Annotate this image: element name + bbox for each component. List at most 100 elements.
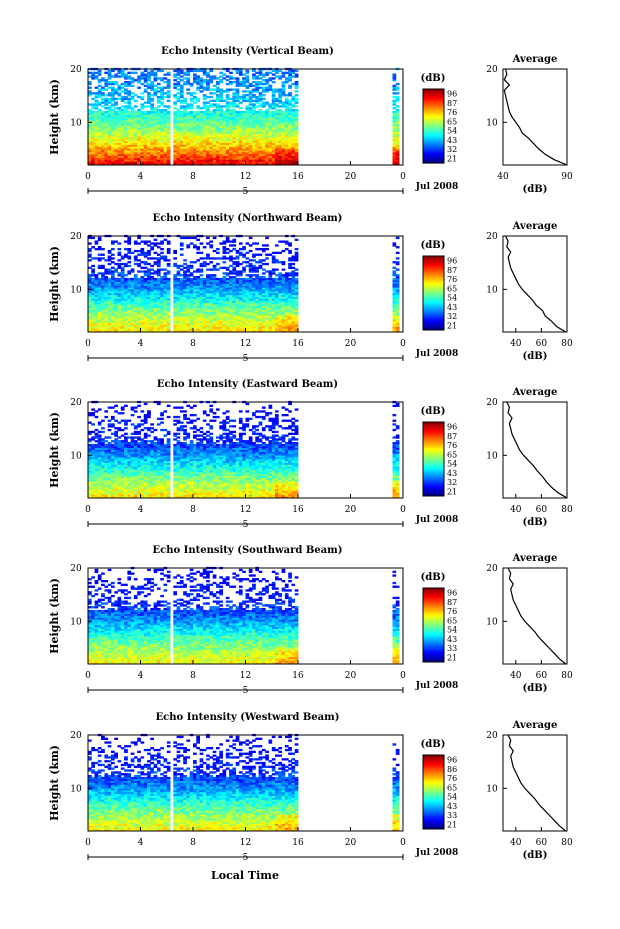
heatmap-cell [219, 123, 223, 127]
heatmap-cell [130, 148, 135, 151]
heatmap-cell [248, 116, 253, 119]
heatmap-cell [202, 86, 207, 89]
heatmap-cell [176, 82, 181, 86]
heatmap-cell [206, 107, 210, 110]
heatmap-cell [143, 77, 148, 80]
heatmap-cell [255, 82, 259, 86]
heatmap-cell [127, 255, 132, 258]
heatmap-cell [229, 249, 233, 253]
heatmap-cell [104, 289, 109, 292]
heatmap-cell [88, 255, 92, 258]
heatmap-cell [111, 315, 115, 318]
heatmap-cell [225, 110, 230, 114]
heatmap-cell [140, 120, 145, 123]
heatmap-cell [229, 270, 233, 273]
heatmap-cell [288, 129, 292, 132]
heatmap-cell [117, 125, 122, 129]
heatmap-cell [196, 142, 200, 145]
colorbar-swatch [423, 94, 444, 97]
heatmap-cell [216, 277, 220, 281]
heatmap-cell [216, 109, 220, 112]
heatmap-cell [101, 304, 105, 307]
heatmap-cell [199, 127, 204, 130]
colorbar-swatch [423, 133, 444, 136]
heatmap-cell [278, 77, 282, 80]
heatmap-cell [271, 90, 276, 93]
heatmap-cell [124, 75, 128, 78]
heatmap-cell [225, 144, 230, 147]
heatmap-cell [133, 114, 138, 117]
heatmap-cell [225, 116, 230, 119]
colorbar-swatch [423, 127, 444, 131]
heatmap-cell [111, 322, 115, 325]
heatmap-cell [232, 276, 237, 279]
heatmap-cell [153, 257, 158, 260]
heatmap-cell [150, 118, 154, 121]
heatmap-cell [202, 140, 207, 143]
heatmap-cell [173, 69, 177, 73]
heatmap-cell [104, 298, 109, 301]
heatmap-cell [107, 255, 112, 258]
heatmap-cell [271, 150, 276, 153]
heatmap-cell [268, 103, 273, 106]
heatmap-cell [150, 138, 154, 142]
heatmap-cell [275, 148, 279, 151]
heatmap-cell [124, 101, 128, 104]
heatmap-cell [153, 112, 158, 115]
heatmap-cell [252, 114, 256, 117]
heatmap-cell [278, 131, 282, 134]
heatmap-cell [238, 118, 243, 121]
heatmap-cell [133, 153, 138, 157]
heatmap-cell [114, 277, 118, 281]
heatmap-cell [114, 159, 118, 162]
heatmap-cell [127, 137, 132, 140]
heatmap-cell [137, 131, 141, 134]
heatmap-cell [176, 140, 181, 143]
heatmap-cell [94, 95, 99, 99]
heatmap-cell [137, 151, 141, 155]
heatmap-cell [153, 142, 158, 145]
heatmap-cell [133, 274, 138, 277]
heatmap-cell [261, 116, 266, 119]
heatmap-cell [209, 151, 214, 155]
heatmap-cell [395, 146, 400, 149]
heatmap-cell [291, 116, 296, 119]
heatmap-cell [163, 112, 168, 115]
heatmap-cell [173, 103, 177, 106]
heatmap-cell [163, 255, 168, 258]
heatmap-cell [216, 161, 220, 164]
heatmap-cell [94, 309, 99, 312]
heatmap-cell [91, 150, 95, 153]
heatmap-cell [252, 131, 256, 134]
heatmap-cell [278, 155, 282, 158]
heatmap-cell [147, 131, 151, 134]
heatmap-cell [153, 157, 158, 160]
heatmap-cell [97, 133, 102, 136]
heatmap-cell [176, 150, 181, 153]
heatmap-cell [166, 122, 171, 125]
heatmap-cell [101, 298, 105, 301]
heatmap-cell [242, 129, 246, 132]
heatmap-cell [235, 142, 240, 145]
heatmap-cell [186, 163, 191, 166]
heatmap-cell [268, 118, 273, 121]
heatmap-cell [291, 163, 296, 166]
heatmap-cell [278, 240, 282, 243]
heatmap-cell [130, 155, 135, 158]
heatmap-cell [166, 123, 171, 127]
heatmap-cell [101, 157, 105, 160]
heatmap-cell [127, 261, 132, 264]
heatmap-cell [124, 127, 128, 130]
heatmap-cell [101, 253, 105, 256]
heatmap-cell [258, 131, 263, 134]
heatmap-cell [278, 118, 282, 121]
heatmap-cell [186, 92, 191, 95]
heatmap-cell [395, 99, 400, 102]
heatmap-cell [127, 107, 132, 110]
heatmap-cell [150, 264, 154, 268]
heatmap-cell [97, 129, 102, 132]
heatmap-cell [294, 90, 299, 93]
heatmap-cell [212, 138, 217, 142]
heatmap-cell [189, 84, 194, 87]
heatmap-cell [88, 266, 92, 269]
